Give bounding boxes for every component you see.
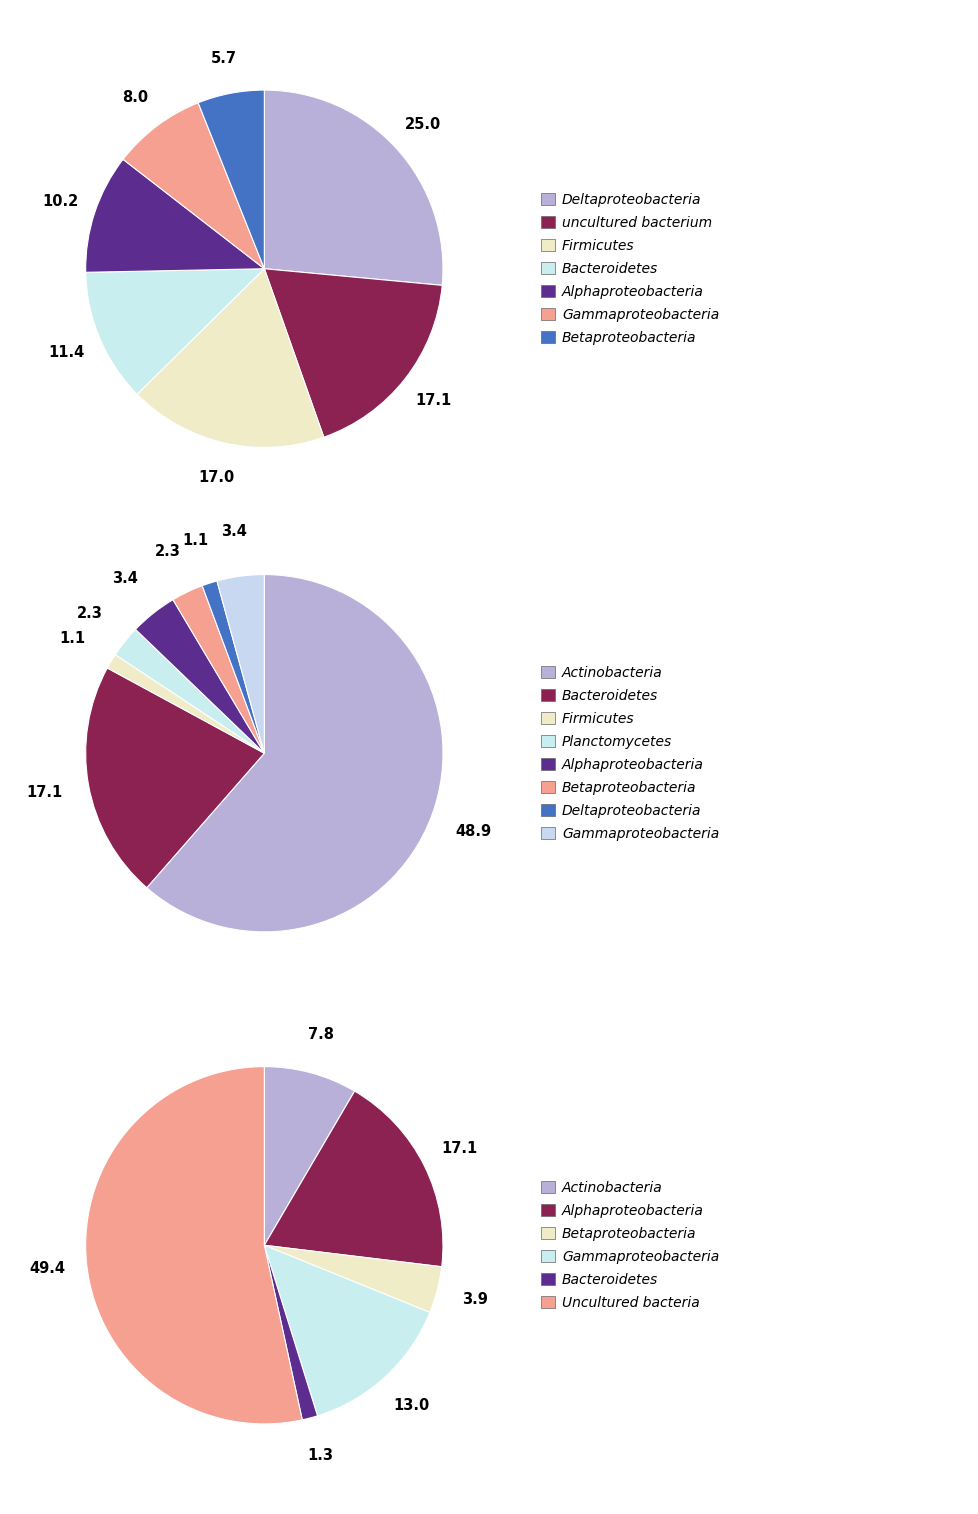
- Text: 5.7: 5.7: [210, 50, 237, 65]
- Wedge shape: [86, 269, 264, 394]
- Text: 25.0: 25.0: [404, 117, 440, 132]
- Text: 10.2: 10.2: [43, 194, 79, 209]
- Wedge shape: [173, 586, 264, 754]
- Wedge shape: [264, 1092, 442, 1267]
- Text: 1.1: 1.1: [183, 533, 208, 548]
- Text: 11.4: 11.4: [49, 345, 85, 360]
- Text: 8.0: 8.0: [122, 89, 149, 104]
- Text: 3.9: 3.9: [462, 1293, 488, 1307]
- Text: 49.4: 49.4: [29, 1261, 66, 1276]
- Wedge shape: [264, 1066, 354, 1245]
- Wedge shape: [137, 269, 324, 447]
- Wedge shape: [202, 581, 264, 754]
- Wedge shape: [264, 269, 442, 438]
- Wedge shape: [217, 575, 264, 754]
- Wedge shape: [198, 91, 264, 269]
- Wedge shape: [86, 668, 264, 887]
- Legend: Deltaproteobacteria, uncultured bacterium, Firmicutes, Bacteroidetes, Alphaprote: Deltaproteobacteria, uncultured bacteriu…: [535, 188, 724, 350]
- Text: 17.1: 17.1: [26, 786, 63, 801]
- Text: 3.4: 3.4: [221, 524, 247, 539]
- Wedge shape: [264, 1245, 429, 1416]
- Text: 3.4: 3.4: [112, 571, 138, 586]
- Wedge shape: [264, 1245, 317, 1420]
- Wedge shape: [135, 600, 264, 754]
- Text: 17.1: 17.1: [441, 1142, 477, 1157]
- Legend: Actinobacteria, Alphaproteobacteria, Betaproteobacteria, Gammaproteobacteria, Ba: Actinobacteria, Alphaproteobacteria, Bet…: [535, 1175, 724, 1316]
- Wedge shape: [147, 575, 442, 931]
- Wedge shape: [86, 1066, 302, 1423]
- Text: 2.3: 2.3: [155, 544, 181, 559]
- Wedge shape: [115, 630, 264, 754]
- Wedge shape: [123, 103, 264, 269]
- Wedge shape: [86, 159, 264, 273]
- Wedge shape: [264, 1245, 441, 1313]
- Legend: Actinobacteria, Bacteroidetes, Firmicutes, Planctomycetes, Alphaproteobacteria, : Actinobacteria, Bacteroidetes, Firmicute…: [535, 660, 724, 846]
- Text: 13.0: 13.0: [393, 1397, 429, 1413]
- Text: 1.3: 1.3: [307, 1449, 333, 1464]
- Text: 2.3: 2.3: [77, 606, 103, 621]
- Wedge shape: [264, 91, 442, 285]
- Text: 17.0: 17.0: [198, 471, 234, 484]
- Text: 7.8: 7.8: [308, 1028, 334, 1043]
- Wedge shape: [108, 654, 264, 754]
- Text: 48.9: 48.9: [455, 824, 491, 839]
- Text: 1.1: 1.1: [60, 631, 86, 646]
- Text: 17.1: 17.1: [415, 394, 451, 409]
